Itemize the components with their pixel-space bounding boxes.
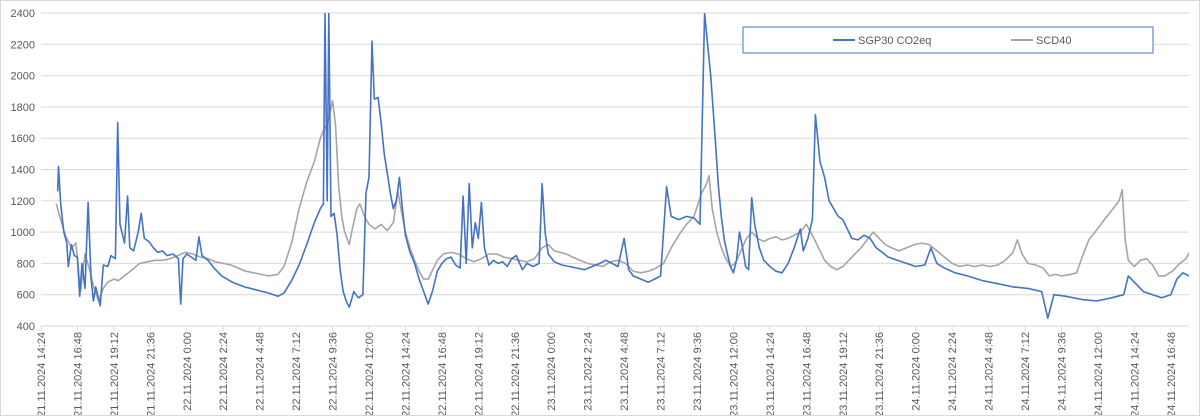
x-tick-label: 22.11.2024 14:24 (400, 332, 412, 415)
y-tick-label: 1200 (11, 196, 35, 208)
y-tick-label: 800 (17, 258, 35, 270)
y-axis-tick-labels: 400 600 800 1000 1200 1400 1600 1800 2000 2200 240… (11, 8, 35, 333)
x-tick-label: 24.11.2024 4:48 (984, 332, 996, 411)
x-tick-label: 24.11.2024 14:24 (1129, 332, 1141, 415)
y-tick-label: 1400 (11, 165, 35, 177)
x-tick-label: 23.11.2024 7:12 (656, 332, 668, 411)
x-tick-label: 22.11.2024 7:12 (291, 332, 303, 411)
x-tick-label: 22.11.2024 2:24 (218, 332, 230, 411)
series-line-sgp30 (56, 13, 1189, 319)
x-tick-label: 23.11.2024 2:24 (583, 332, 595, 411)
y-tick-label: 1600 (11, 133, 35, 145)
series-line-scd40 (55, 99, 1189, 302)
y-tick-label: 2400 (11, 8, 35, 20)
x-tick-label: 22.11.2024 12:00 (364, 332, 376, 415)
x-tick-label: 21.11.2024 16:48 (72, 332, 84, 415)
x-axis-ticks (40, 326, 1172, 331)
x-tick-label: 23.11.2024 12:00 (728, 332, 740, 415)
x-tick-label: 23.11.2024 4:48 (619, 332, 631, 411)
x-tick-label: 24.11.2024 0:00 (911, 332, 923, 411)
x-tick-label: 22.11.2024 16:48 (437, 332, 449, 415)
x-tick-label: 22.11.2024 9:36 (328, 332, 340, 411)
x-tick-label: 24.11.2024 16:48 (1166, 332, 1178, 415)
x-tick-label: 21.11.2024 19:12 (109, 332, 121, 415)
x-tick-label: 23.11.2024 21:36 (874, 332, 886, 415)
x-tick-label: 23.11.2024 9:36 (692, 332, 704, 411)
y-tick-label: 1800 (11, 102, 35, 114)
x-tick-label: 23.11.2024 16:48 (801, 332, 813, 415)
x-tick-label: 22.11.2024 21:36 (510, 332, 522, 415)
x-tick-label: 23.11.2024 0:00 (546, 332, 558, 411)
legend-label-scd40: SCD40 (1036, 35, 1071, 47)
x-tick-label: 24.11.2024 12:00 (1093, 332, 1105, 415)
x-tick-label: 23.11.2024 14:24 (765, 332, 777, 415)
y-tick-label: 600 (17, 290, 35, 302)
x-tick-label: 22.11.2024 0:00 (182, 332, 194, 411)
gridlines (41, 12, 1189, 296)
x-tick-label: 21.11.2024 14:24 (36, 332, 48, 415)
legend-label-sgp30: SGP30 CO2eq (858, 35, 931, 47)
y-tick-label: 1000 (11, 227, 35, 239)
x-tick-label: 24.11.2024 7:12 (1020, 332, 1032, 411)
y-tick-label: 2200 (11, 39, 35, 51)
x-tick-label: 24.11.2024 2:24 (947, 332, 959, 411)
x-tick-label: 23.11.2024 19:12 (838, 332, 850, 415)
y-tick-label: 2000 (11, 71, 35, 83)
x-tick-label: 22.11.2024 19:12 (473, 332, 485, 415)
y-tick-label: 400 (17, 321, 35, 333)
x-tick-label: 21.11.2024 21:36 (145, 332, 157, 415)
x-tick-label: 24.11.2024 9:36 (1056, 332, 1068, 411)
legend-box (742, 26, 1154, 54)
x-axis-tick-labels: 21.11.2024 14:24 21.11.2024 16:48 21.11.20… (36, 332, 1178, 417)
x-tick-label: 22.11.2024 4:48 (255, 332, 267, 411)
legend: SGP30 CO2eq SCD40 (742, 26, 1154, 54)
series-lines (55, 13, 1189, 319)
